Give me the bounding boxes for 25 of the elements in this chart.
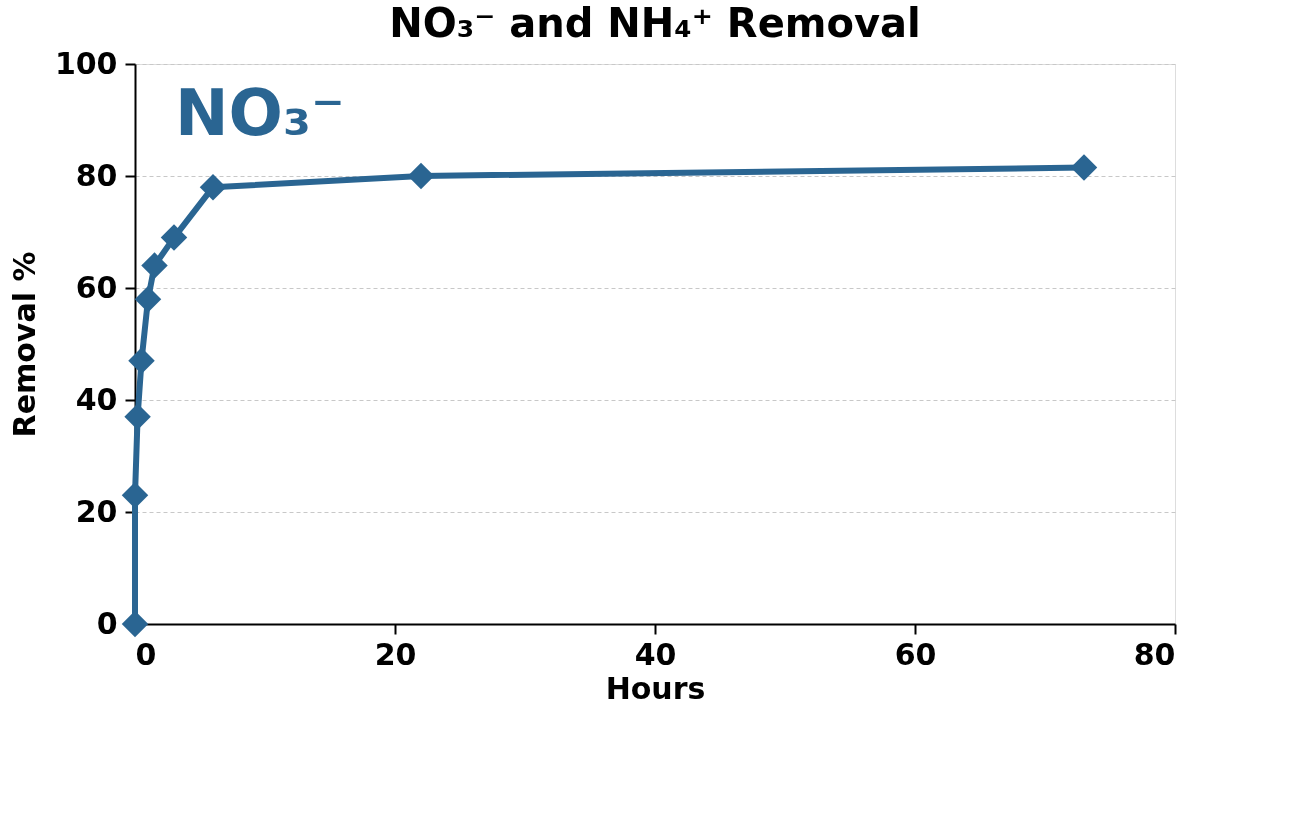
point [199, 173, 227, 201]
y-tick-label: 40 [75, 381, 118, 417]
point [141, 252, 168, 279]
point [160, 224, 188, 251]
y-tick-label: 60 [75, 269, 118, 305]
y-tick-label: 100 [54, 45, 118, 81]
point [128, 347, 155, 375]
point [1070, 154, 1098, 181]
x-tick-label: 0 [135, 636, 157, 672]
y-tick-label: 20 [75, 493, 118, 529]
x-tick-label: 20 [374, 636, 417, 672]
chart-title: NO₃⁻ and NH₄⁺ Removal [389, 0, 921, 46]
x-tick-label: 60 [894, 636, 937, 672]
y-tick-label: 80 [75, 157, 118, 193]
point [134, 285, 162, 313]
series-label: NO₃⁻ [175, 76, 345, 150]
x-tick-label: 40 [634, 636, 677, 672]
x-tick-label: 80 [1133, 636, 1176, 672]
x-axis-title: Hours [605, 670, 706, 706]
point [121, 481, 149, 509]
y-axis-title: Removal % [6, 251, 42, 438]
point [407, 162, 435, 190]
point [124, 403, 151, 431]
point [121, 610, 149, 638]
y-tick-label: 0 [96, 605, 118, 641]
